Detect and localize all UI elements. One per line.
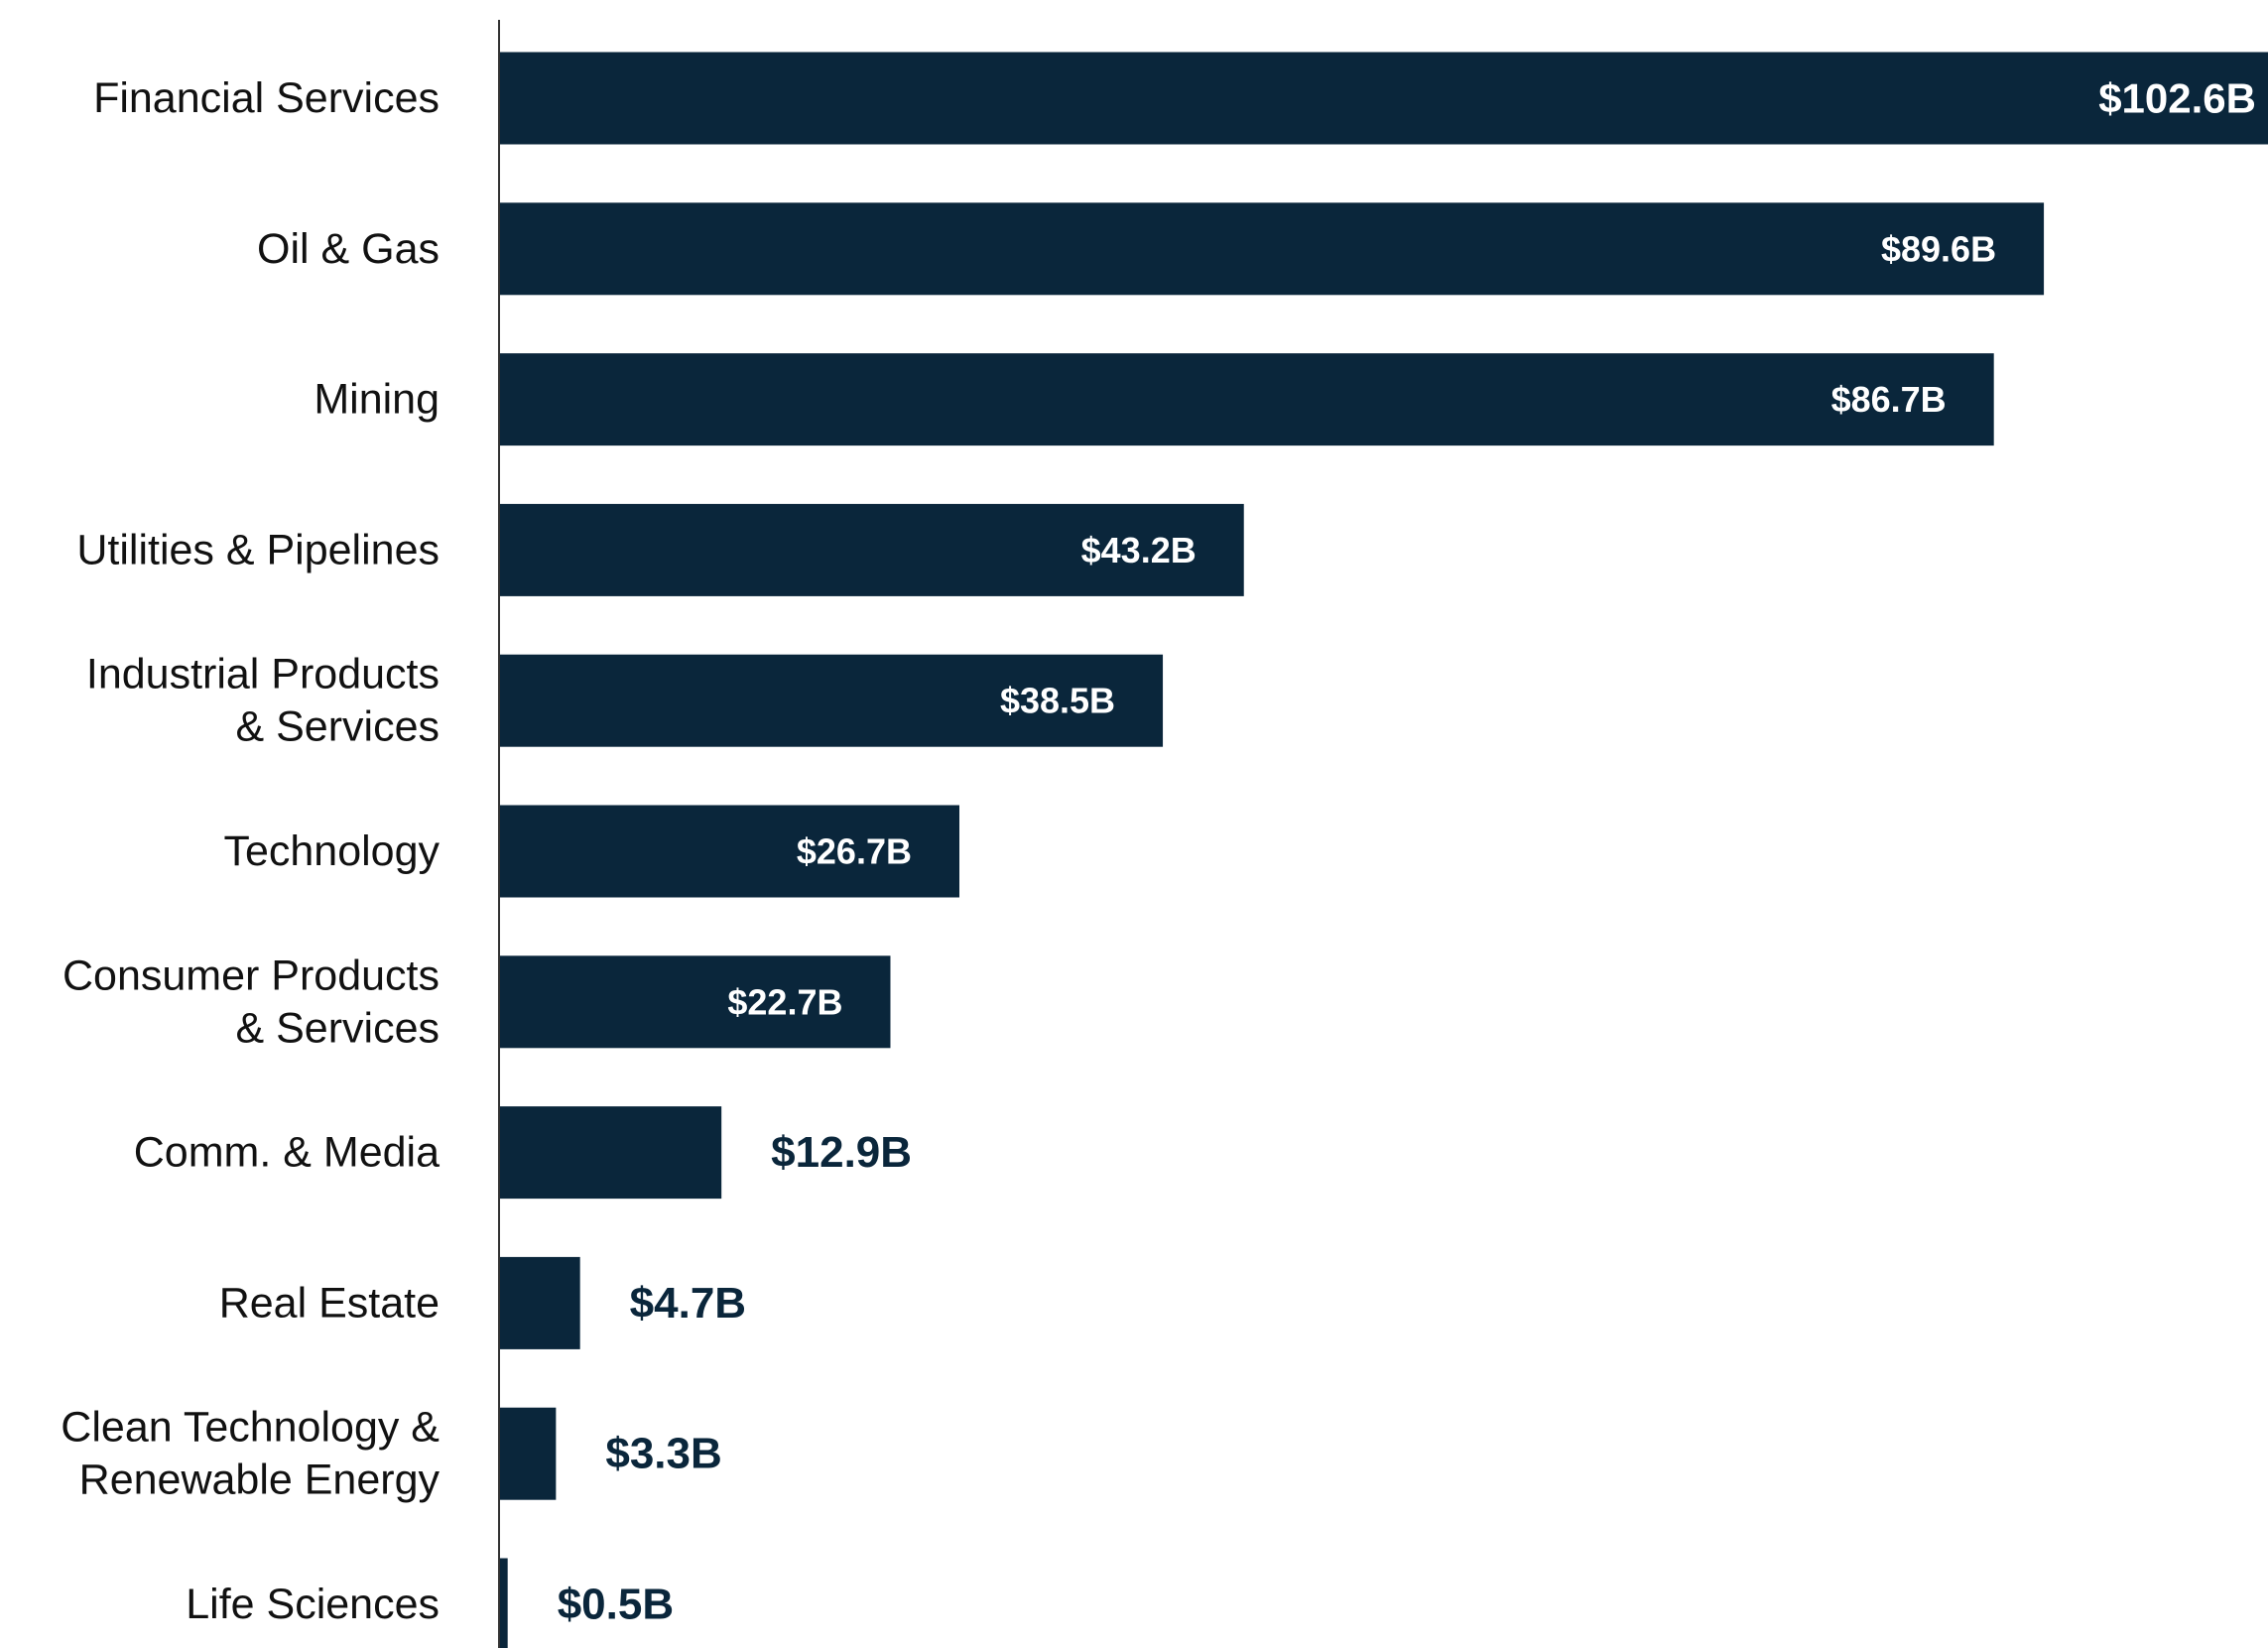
value-label: $89.6B — [1881, 228, 1996, 269]
value-label: $43.2B — [1081, 530, 1197, 570]
category-label-line: Clean Technology & — [61, 1404, 440, 1452]
bar — [499, 503, 1244, 596]
bar — [499, 1558, 508, 1648]
category-labels: Financial Services Oil & Gas Mining Utiliti… — [61, 74, 440, 1628]
bar — [499, 1256, 580, 1349]
category-label-line: Comm. & Media — [134, 1129, 440, 1177]
category-label: Clean Technology & Renewable Energy — [61, 1404, 440, 1504]
bar — [499, 202, 2045, 296]
value-label: $102.6B — [2098, 75, 2256, 122]
bar — [499, 805, 959, 898]
value-label: $4.7B — [630, 1279, 746, 1328]
bar — [499, 52, 2268, 145]
value-label: $26.7B — [797, 831, 912, 872]
category-label-line: Financial Services — [93, 74, 440, 122]
category-label: Consumer Products & Services — [63, 951, 440, 1052]
category-label: Comm. & Media — [134, 1129, 440, 1177]
value-label: $0.5B — [558, 1581, 674, 1629]
category-label: Utilities & Pipelines — [76, 526, 440, 573]
value-label: $12.9B — [771, 1128, 912, 1177]
category-label-line: Consumer Products — [63, 951, 440, 999]
category-label-line: Oil & Gas — [257, 225, 440, 273]
category-label-line: Mining — [314, 376, 440, 424]
category-label: Life Sciences — [186, 1581, 440, 1628]
bar — [499, 353, 1994, 446]
value-labels: $102.6B $89.6B $86.7B $43.2B $38.5B $26.7B $22… — [558, 75, 2256, 1629]
value-label: $38.5B — [1000, 681, 1115, 721]
bars-layer — [499, 52, 2268, 1648]
category-label: Mining — [314, 376, 440, 424]
category-label-line: Renewable Energy — [79, 1457, 441, 1504]
category-label: Technology — [223, 827, 440, 875]
category-label: Real Estate — [219, 1279, 440, 1327]
bar — [499, 654, 1164, 747]
category-label: Financial Services — [93, 74, 440, 122]
category-label-line: Real Estate — [219, 1279, 440, 1327]
category-label-line: & Services — [235, 1004, 440, 1052]
bar — [499, 955, 891, 1049]
category-label-line: Industrial Products — [86, 651, 440, 698]
bar — [499, 1106, 722, 1200]
bar — [499, 1407, 557, 1500]
value-label: $3.3B — [605, 1430, 721, 1478]
category-label-line: Life Sciences — [186, 1581, 440, 1628]
category-label: Oil & Gas — [257, 225, 440, 273]
value-label: $22.7B — [727, 981, 842, 1022]
category-label-line: & Services — [235, 703, 440, 751]
category-label: Industrial Products & Services — [86, 651, 440, 751]
category-label-line: Utilities & Pipelines — [76, 526, 440, 573]
category-label-line: Technology — [223, 827, 440, 875]
value-label: $86.7B — [1831, 379, 1947, 420]
